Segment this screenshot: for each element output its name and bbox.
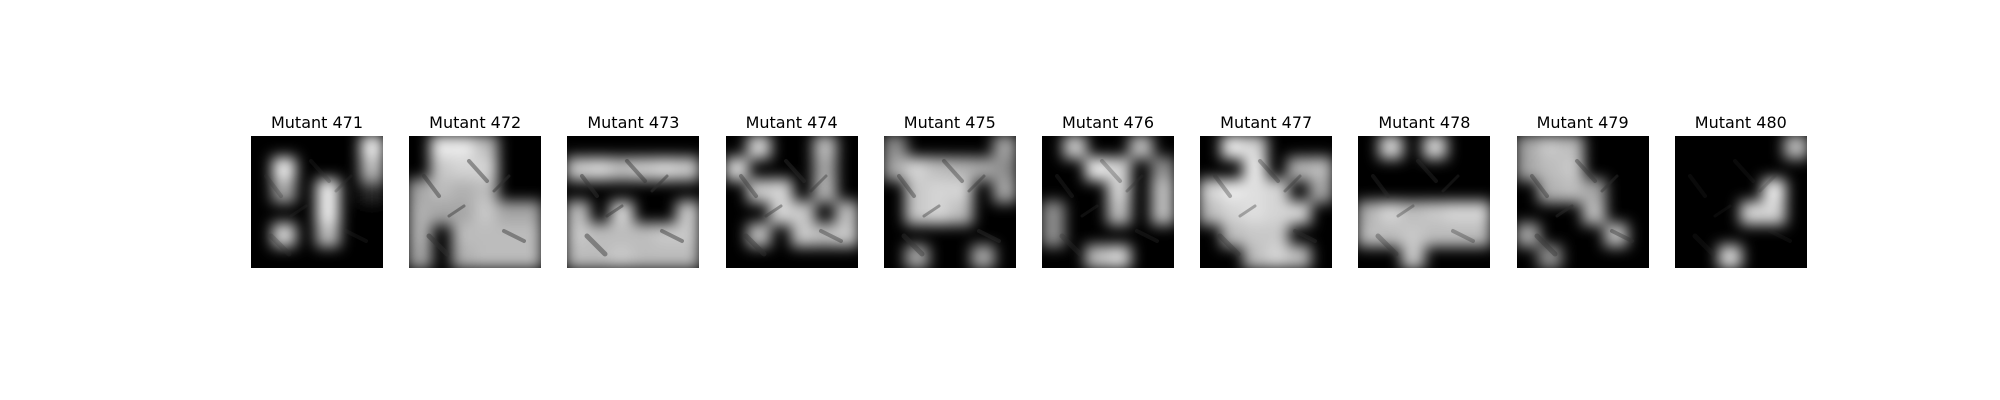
mutant-panel: Mutant 476 xyxy=(1042,112,1174,268)
mutant-panel: Mutant 471 xyxy=(251,112,383,268)
panel-title: Mutant 478 xyxy=(1378,113,1471,132)
mutant-panel: Mutant 475 xyxy=(883,112,1016,268)
mutant-image xyxy=(251,136,383,268)
panel-title: Mutant 474 xyxy=(745,113,838,132)
mutant-image xyxy=(1200,136,1333,268)
panel-title: Mutant 473 xyxy=(587,113,680,132)
mutant-panel: Mutant 478 xyxy=(1358,112,1491,268)
mutant-image xyxy=(883,136,1016,268)
mutant-image xyxy=(1516,136,1649,268)
mutant-panel: Mutant 472 xyxy=(409,112,542,268)
mutant-panel: Mutant 480 xyxy=(1674,112,1807,268)
mutant-image xyxy=(725,136,858,268)
panel-title: Mutant 475 xyxy=(903,113,996,132)
panel-title: Mutant 480 xyxy=(1694,113,1787,132)
mutant-image xyxy=(1358,136,1491,268)
mutant-image xyxy=(567,136,700,268)
mutant-panel: Mutant 474 xyxy=(725,112,858,268)
panel-title: Mutant 472 xyxy=(429,113,522,132)
panel-title: Mutant 476 xyxy=(1061,113,1155,132)
mutant-image xyxy=(1042,136,1174,268)
mutant-panel: Mutant 479 xyxy=(1516,112,1649,268)
mutant-panel: Mutant 477 xyxy=(1200,112,1333,268)
panel-title: Mutant 471 xyxy=(270,113,364,132)
panel-title: Mutant 477 xyxy=(1220,113,1313,132)
mutant-panel: Mutant 473 xyxy=(567,112,700,268)
panel-title: Mutant 479 xyxy=(1536,113,1629,132)
mutant-image xyxy=(1674,136,1807,268)
mutant-image xyxy=(409,136,542,268)
